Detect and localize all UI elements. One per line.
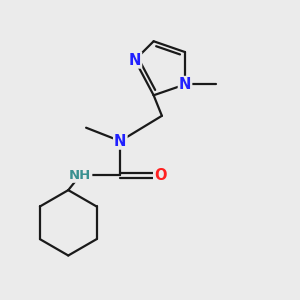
Text: O: O — [154, 168, 167, 183]
Text: N: N — [129, 52, 141, 68]
Text: N: N — [179, 77, 191, 92]
Text: NH: NH — [69, 169, 91, 182]
Text: N: N — [114, 134, 127, 148]
